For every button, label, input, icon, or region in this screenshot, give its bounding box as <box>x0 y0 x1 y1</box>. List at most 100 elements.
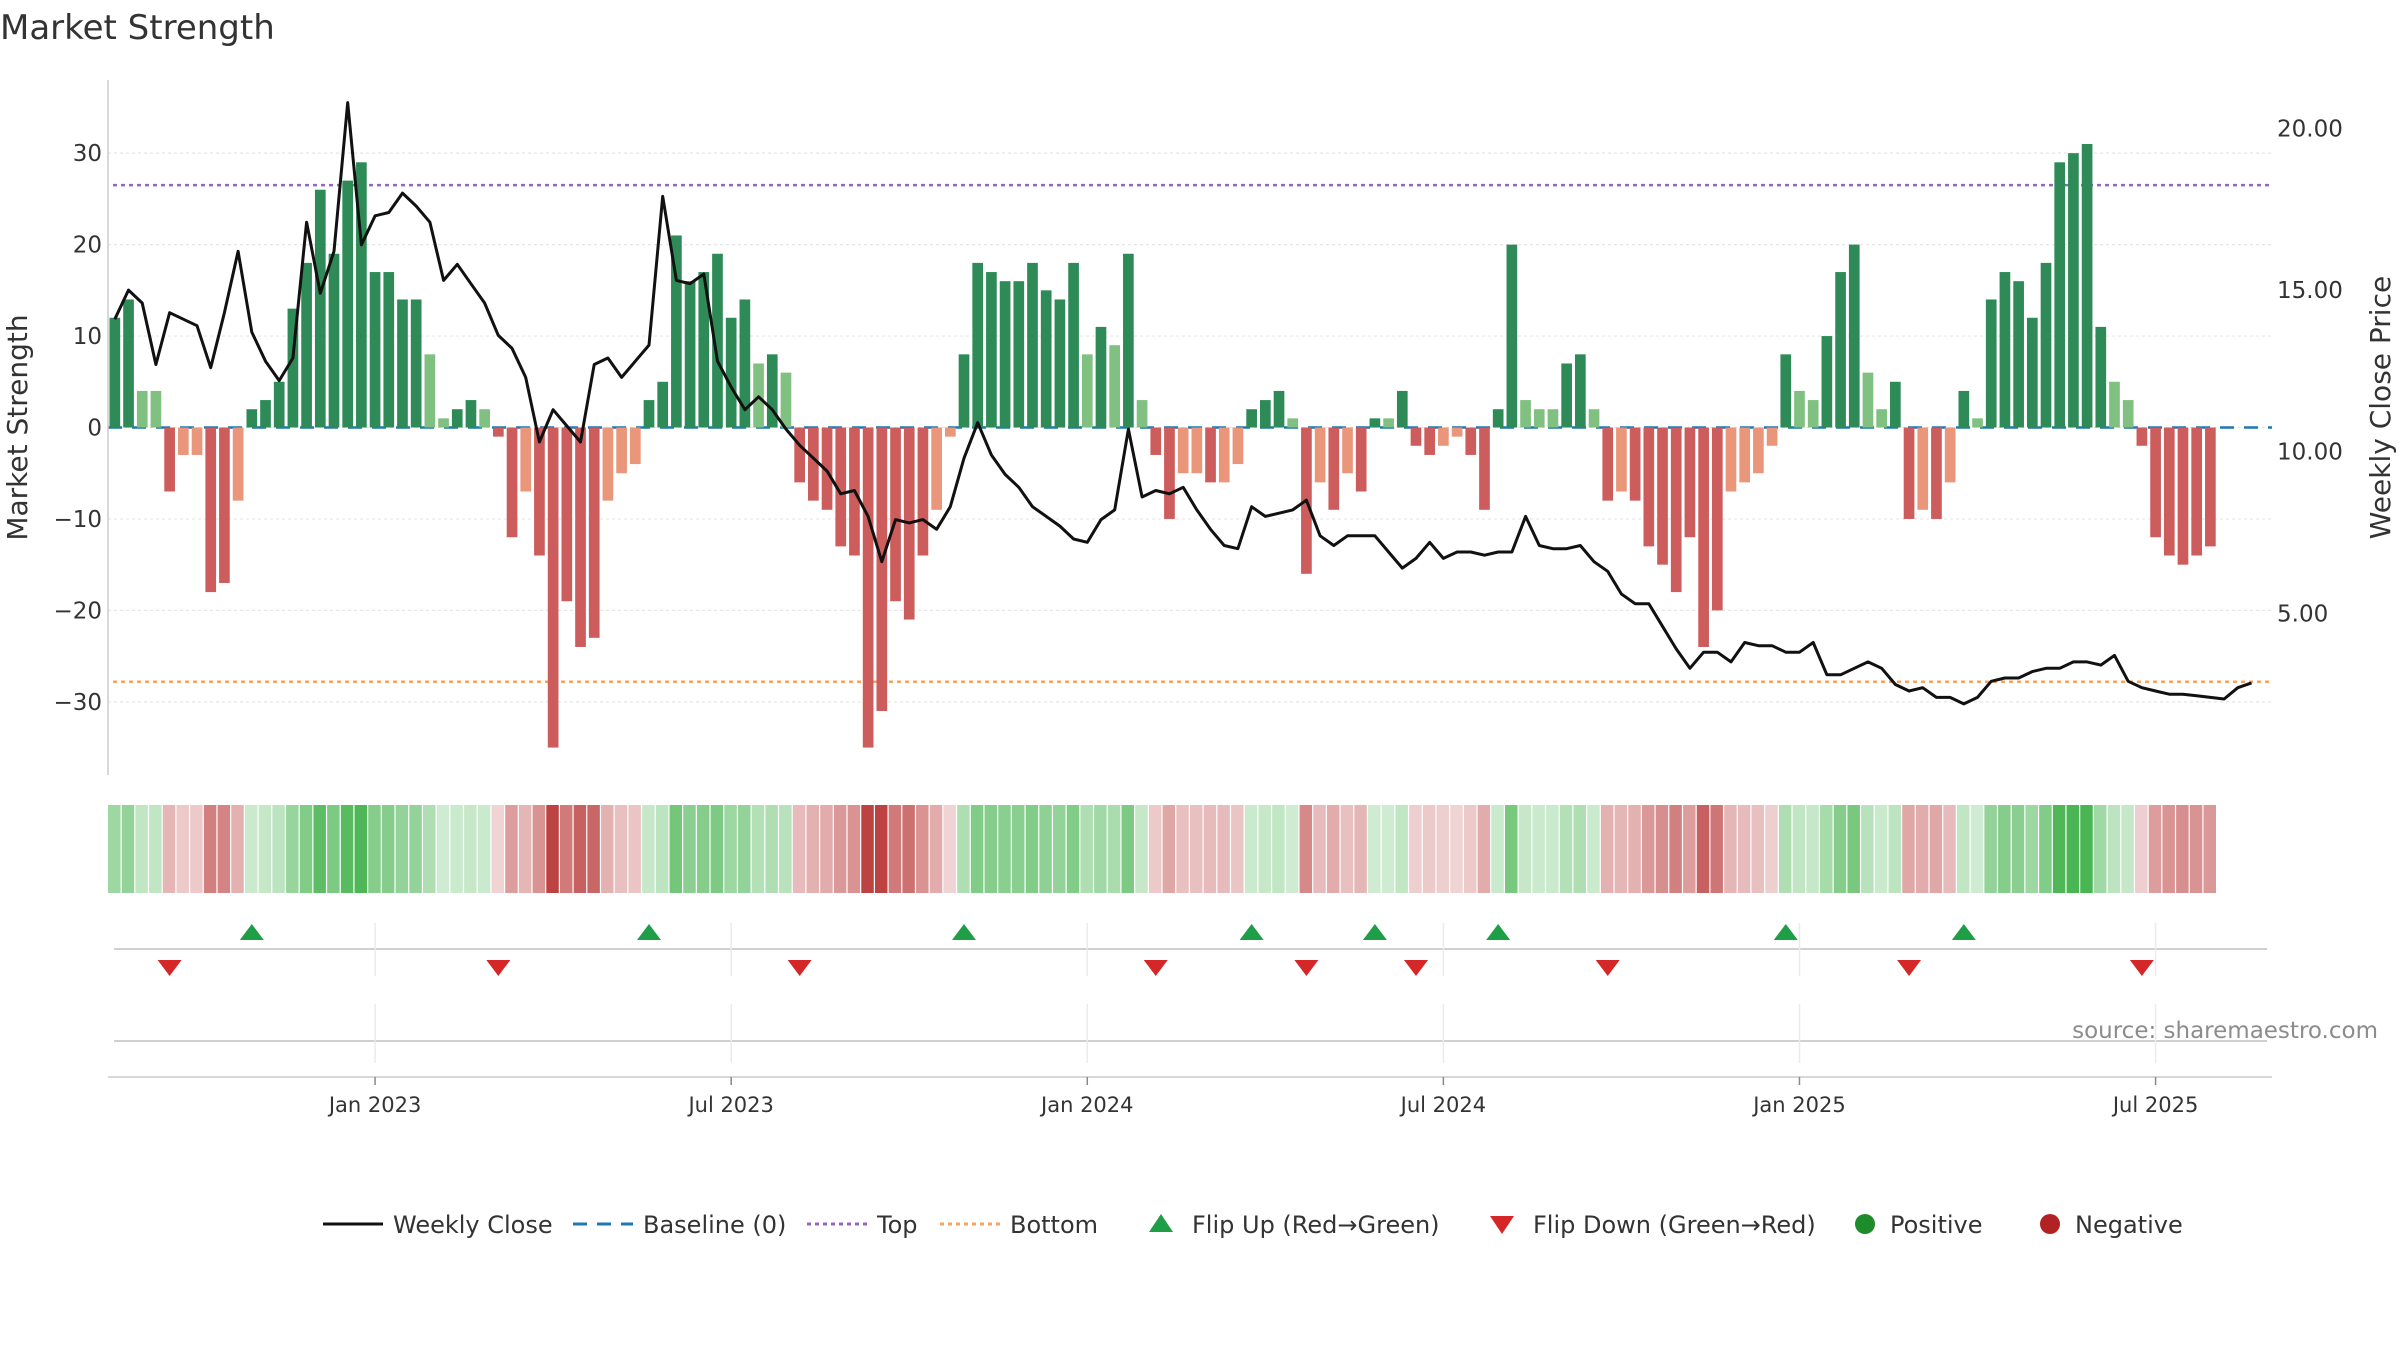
heat-cell <box>2189 805 2203 893</box>
strength-bar <box>1643 427 1655 547</box>
x-tick-label: Jan 2023 <box>327 1093 422 1117</box>
heat-cell <box>108 805 121 893</box>
flip-down-marker <box>1403 960 1428 976</box>
flip-up-marker <box>1239 924 1264 940</box>
heat-cell <box>231 805 244 893</box>
heat-cell <box>1135 805 1148 893</box>
heat-cell <box>1313 805 1326 893</box>
strength-bar <box>1355 427 1367 492</box>
y2-tick-label: 5.00 <box>2277 601 2328 627</box>
heat-cell <box>2203 805 2217 893</box>
legend-negative-dot-icon <box>2040 1214 2060 1234</box>
heat-cell <box>1888 805 1902 893</box>
strength-bar <box>342 180 354 428</box>
strength-bar <box>1547 409 1559 428</box>
strength-bar <box>1917 427 1929 510</box>
strength-bar <box>890 427 901 602</box>
heat-cell <box>1326 805 1340 893</box>
strength-bar <box>219 427 230 583</box>
strength-bar <box>657 381 669 428</box>
heat-cell <box>1600 805 1614 893</box>
strength-bar <box>958 354 970 428</box>
heat-cell <box>491 805 504 893</box>
strength-bar <box>232 427 244 501</box>
flip-up-marker <box>952 924 977 940</box>
heat-cell <box>765 805 778 893</box>
heat-cell <box>669 805 683 893</box>
strength-bar <box>1123 253 1134 428</box>
heat-cell <box>902 805 915 893</box>
heat-cell <box>423 805 436 893</box>
heat-cell <box>505 805 518 893</box>
strength-bar <box>643 400 655 428</box>
strength-bar <box>616 427 627 474</box>
heat-cell <box>1080 805 1093 893</box>
heat-cell <box>820 805 833 893</box>
strength-bar <box>1040 290 1052 428</box>
strength-bar <box>1451 427 1463 437</box>
heat-cell <box>1874 805 1888 893</box>
strength-bar <box>1396 390 1408 428</box>
heat-cell <box>614 805 628 893</box>
strength-bar <box>547 427 559 748</box>
strength-bar <box>1862 372 1874 428</box>
heat-cell <box>1929 805 1943 893</box>
heat-cell <box>628 805 641 893</box>
heat-cell <box>176 805 189 893</box>
heat-cell <box>1025 805 1039 893</box>
legend-flip-up-icon <box>1149 1214 1173 1232</box>
strength-bar <box>1848 244 1860 428</box>
strength-heat-strip <box>108 805 2217 893</box>
heat-cell <box>2176 805 2189 893</box>
strength-bar <box>1164 427 1175 519</box>
heat-cell <box>1368 805 1381 893</box>
legend-label: Bottom <box>1010 1211 1098 1239</box>
strength-bar <box>1027 262 1038 428</box>
heat-cell <box>354 805 368 893</box>
strength-bar <box>1616 427 1627 492</box>
heat-cell <box>724 805 737 893</box>
strength-bar <box>1629 427 1641 501</box>
heat-cell <box>874 805 888 893</box>
heat-cell <box>518 805 532 893</box>
heat-cell <box>1751 805 1765 893</box>
heat-cell <box>1915 805 1929 893</box>
heat-cell <box>381 805 395 893</box>
strength-bar <box>1739 427 1751 483</box>
legend-label: Baseline (0) <box>643 1211 786 1239</box>
weekly-close-series <box>113 101 2252 706</box>
strength-bar <box>2177 427 2189 565</box>
heat-cell <box>217 805 231 893</box>
strength-bar <box>2054 162 2066 428</box>
heat-cell <box>751 805 765 893</box>
heat-cell <box>710 805 724 893</box>
strength-bar <box>1259 400 1271 428</box>
strength-bar <box>410 299 422 428</box>
strength-bar <box>2163 427 2175 556</box>
heat-cell <box>272 805 285 893</box>
strength-bar <box>1109 345 1121 428</box>
flip-markers <box>114 923 2267 976</box>
y-tick-label: −30 <box>53 690 102 716</box>
strength-bar <box>1602 427 1614 501</box>
flip-up-marker <box>1951 924 1976 940</box>
heat-cell <box>806 805 820 893</box>
strength-bar <box>2109 381 2120 428</box>
x-tick-label: Jul 2025 <box>2111 1093 2198 1117</box>
heat-cell <box>1614 805 1628 893</box>
strength-bar <box>780 372 792 428</box>
heat-cell <box>1422 805 1436 893</box>
heat-cell <box>888 805 902 893</box>
heat-cell <box>2052 805 2066 893</box>
strength-bar <box>1136 400 1148 428</box>
heat-cell <box>1518 805 1532 893</box>
heat-cell <box>203 805 217 893</box>
heat-cell <box>1546 805 1559 893</box>
heat-cell <box>2066 805 2080 893</box>
strength-bar <box>1013 281 1025 428</box>
strength-bar <box>2040 262 2052 428</box>
strength-bar <box>2136 427 2148 446</box>
heat-cell <box>2121 805 2134 893</box>
strength-bar <box>1410 427 1422 446</box>
heat-cell <box>2162 805 2175 893</box>
